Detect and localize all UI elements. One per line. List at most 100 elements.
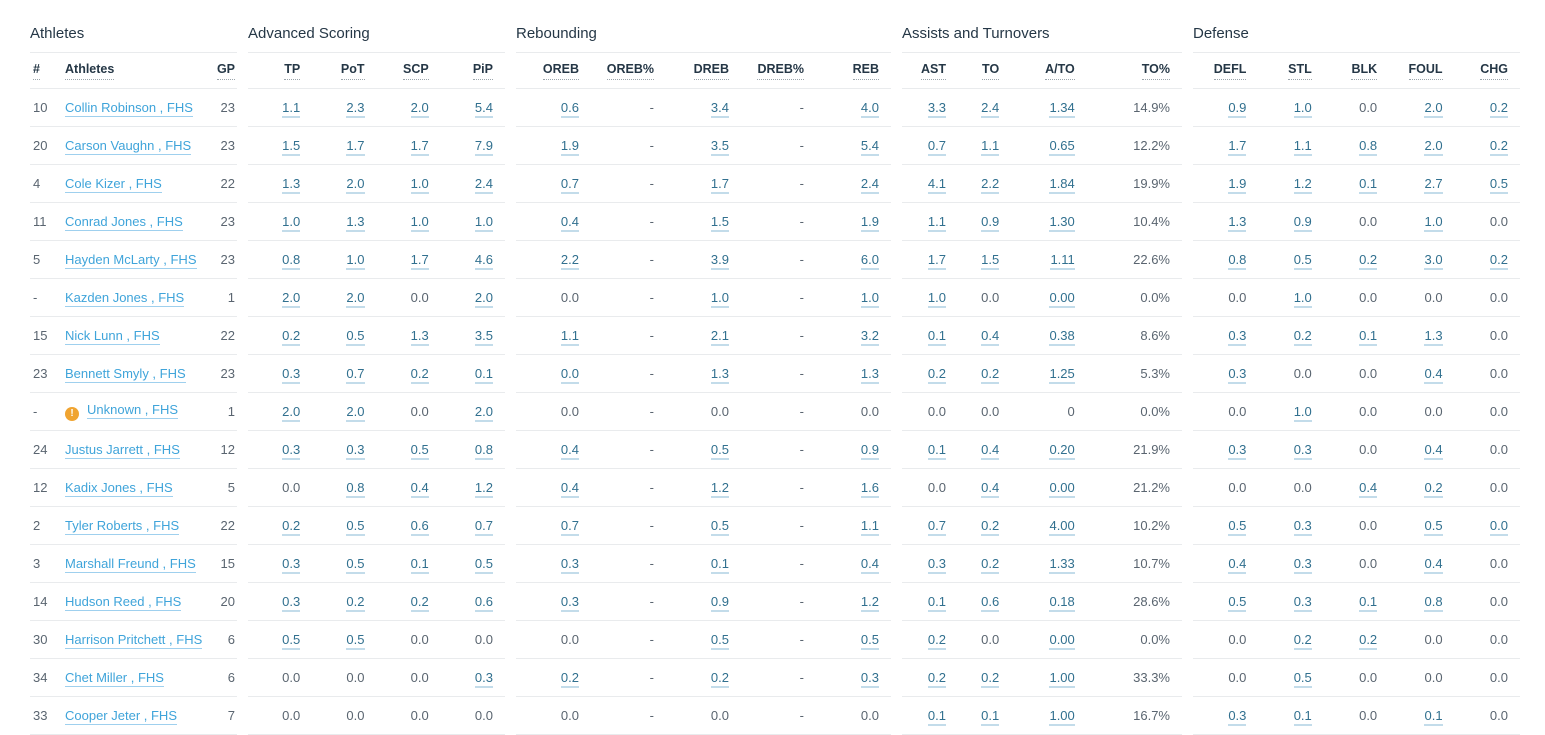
- stat-link[interactable]: 0.5: [474, 556, 493, 574]
- stat-link[interactable]: 0.3: [1228, 708, 1247, 726]
- stat-link[interactable]: 0.7: [927, 138, 946, 156]
- stat-link[interactable]: 1.5: [710, 214, 729, 232]
- stat-link[interactable]: 1.00: [1049, 708, 1075, 726]
- stat-link[interactable]: 1.2: [710, 480, 729, 498]
- stat-link[interactable]: 0.3: [282, 366, 301, 384]
- stat-link[interactable]: 0.00: [1049, 290, 1075, 308]
- stat-link[interactable]: 1.0: [1293, 290, 1312, 308]
- stat-link[interactable]: 0.2: [981, 670, 1000, 688]
- stat-link[interactable]: 1.3: [1228, 214, 1247, 232]
- stat-link[interactable]: 1.0: [860, 290, 879, 308]
- stat-link[interactable]: 0.00: [1049, 632, 1075, 650]
- warning-icon[interactable]: !: [65, 406, 79, 421]
- stat-link[interactable]: 2.0: [474, 290, 493, 308]
- column-header-pip[interactable]: PiP: [472, 62, 493, 80]
- stat-link[interactable]: 4.6: [474, 252, 493, 270]
- column-header-ato[interactable]: A/TO: [1045, 62, 1075, 80]
- column-header-chg[interactable]: CHG: [1480, 62, 1508, 80]
- stat-link[interactable]: 0.5: [410, 442, 429, 460]
- stat-link[interactable]: 1.00: [1049, 670, 1075, 688]
- athlete-link[interactable]: Conrad Jones , FHS: [65, 214, 183, 231]
- stat-link[interactable]: 0.5: [1228, 594, 1247, 612]
- stat-link[interactable]: 2.0: [1424, 100, 1443, 118]
- stat-link[interactable]: 0.2: [282, 328, 301, 346]
- stat-link[interactable]: 1.3: [410, 328, 429, 346]
- stat-link[interactable]: 0.3: [927, 556, 946, 574]
- stat-link[interactable]: 2.1: [710, 328, 729, 346]
- stat-link[interactable]: 0.4: [981, 442, 1000, 460]
- stat-link[interactable]: 0.1: [927, 594, 946, 612]
- athlete-link[interactable]: Hayden McLarty , FHS: [65, 252, 197, 269]
- stat-link[interactable]: 0.4: [860, 556, 879, 574]
- column-header-foul[interactable]: FOUL: [1408, 62, 1443, 80]
- stat-link[interactable]: 0.2: [1489, 100, 1508, 118]
- stat-link[interactable]: 0.8: [1424, 594, 1443, 612]
- athlete-link[interactable]: Carson Vaughn , FHS: [65, 138, 192, 155]
- stat-link[interactable]: 0.2: [710, 670, 729, 688]
- stat-link[interactable]: 0.2: [1489, 252, 1508, 270]
- stat-link[interactable]: 1.25: [1049, 366, 1075, 384]
- stat-link[interactable]: 0.5: [346, 632, 365, 650]
- column-header-oreb[interactable]: OREB%: [606, 62, 654, 80]
- stat-link[interactable]: 0.1: [981, 708, 1000, 726]
- column-header-ast[interactable]: AST: [921, 62, 946, 80]
- stat-link[interactable]: 2.0: [410, 100, 429, 118]
- stat-link[interactable]: 0.3: [1293, 594, 1312, 612]
- stat-link[interactable]: 0.1: [927, 442, 946, 460]
- athlete-link[interactable]: Harrison Pritchett , FHS: [65, 632, 203, 649]
- stat-link[interactable]: 0.1: [1293, 708, 1312, 726]
- stat-link[interactable]: 0.8: [1359, 138, 1378, 156]
- stat-link[interactable]: 3.3: [927, 100, 946, 118]
- stat-link[interactable]: 0.5: [1228, 518, 1247, 536]
- stat-link[interactable]: 0.3: [1228, 366, 1247, 384]
- stat-link[interactable]: 0.1: [474, 366, 493, 384]
- stat-link[interactable]: 1.11: [1050, 252, 1075, 270]
- athlete-link[interactable]: Collin Robinson , FHS: [65, 100, 193, 117]
- stat-link[interactable]: 0.7: [346, 366, 365, 384]
- stat-link[interactable]: 1.1: [282, 100, 301, 118]
- stat-link[interactable]: 5.4: [474, 100, 493, 118]
- stat-link[interactable]: 1.1: [560, 328, 579, 346]
- stat-link[interactable]: 0.00: [1049, 480, 1075, 498]
- stat-link[interactable]: 0.2: [560, 670, 579, 688]
- stat-link[interactable]: 0.8: [1228, 252, 1247, 270]
- stat-link[interactable]: 0.2: [410, 594, 429, 612]
- stat-link[interactable]: 0.3: [1228, 328, 1247, 346]
- stat-link[interactable]: 2.2: [560, 252, 579, 270]
- stat-link[interactable]: 1.3: [710, 366, 729, 384]
- column-header-blk[interactable]: BLK: [1351, 62, 1378, 80]
- stat-link[interactable]: 0.2: [1359, 632, 1378, 650]
- stat-link[interactable]: 2.0: [346, 404, 365, 422]
- stat-link[interactable]: 1.2: [1293, 176, 1312, 194]
- stat-link[interactable]: 4.0: [860, 100, 879, 118]
- stat-link[interactable]: 0.3: [560, 556, 579, 574]
- stat-link[interactable]: 1.9: [560, 138, 579, 156]
- stat-link[interactable]: 2.0: [1424, 138, 1443, 156]
- stat-link[interactable]: 0.3: [860, 670, 879, 688]
- stat-link[interactable]: 2.4: [981, 100, 1000, 118]
- stat-link[interactable]: 0.8: [282, 252, 301, 270]
- stat-link[interactable]: 1.0: [410, 176, 429, 194]
- stat-link[interactable]: 0.4: [1359, 480, 1378, 498]
- stat-link[interactable]: 1.1: [927, 214, 946, 232]
- stat-link[interactable]: 0.6: [410, 518, 429, 536]
- stat-link[interactable]: 0.1: [927, 328, 946, 346]
- stat-link[interactable]: 0.9: [710, 594, 729, 612]
- stat-link[interactable]: 0.4: [1424, 556, 1443, 574]
- stat-link[interactable]: 0.0: [1489, 518, 1508, 536]
- stat-link[interactable]: 1.0: [282, 214, 301, 232]
- stat-link[interactable]: 1.9: [860, 214, 879, 232]
- stat-link[interactable]: 0.5: [1293, 252, 1312, 270]
- stat-link[interactable]: 0.1: [1359, 176, 1378, 194]
- stat-link[interactable]: 2.4: [860, 176, 879, 194]
- stat-link[interactable]: 1.0: [710, 290, 729, 308]
- column-header-reb[interactable]: REB: [852, 62, 879, 80]
- stat-link[interactable]: 0.6: [560, 100, 579, 118]
- stat-link[interactable]: 1.5: [282, 138, 301, 156]
- stat-link[interactable]: 0.5: [1489, 176, 1508, 194]
- stat-link[interactable]: 7.9: [474, 138, 493, 156]
- athlete-link[interactable]: Hudson Reed , FHS: [65, 594, 182, 611]
- stat-link[interactable]: 0.1: [1359, 594, 1378, 612]
- column-header-athletes[interactable]: Athletes: [65, 62, 115, 80]
- stat-link[interactable]: 1.34: [1049, 100, 1075, 118]
